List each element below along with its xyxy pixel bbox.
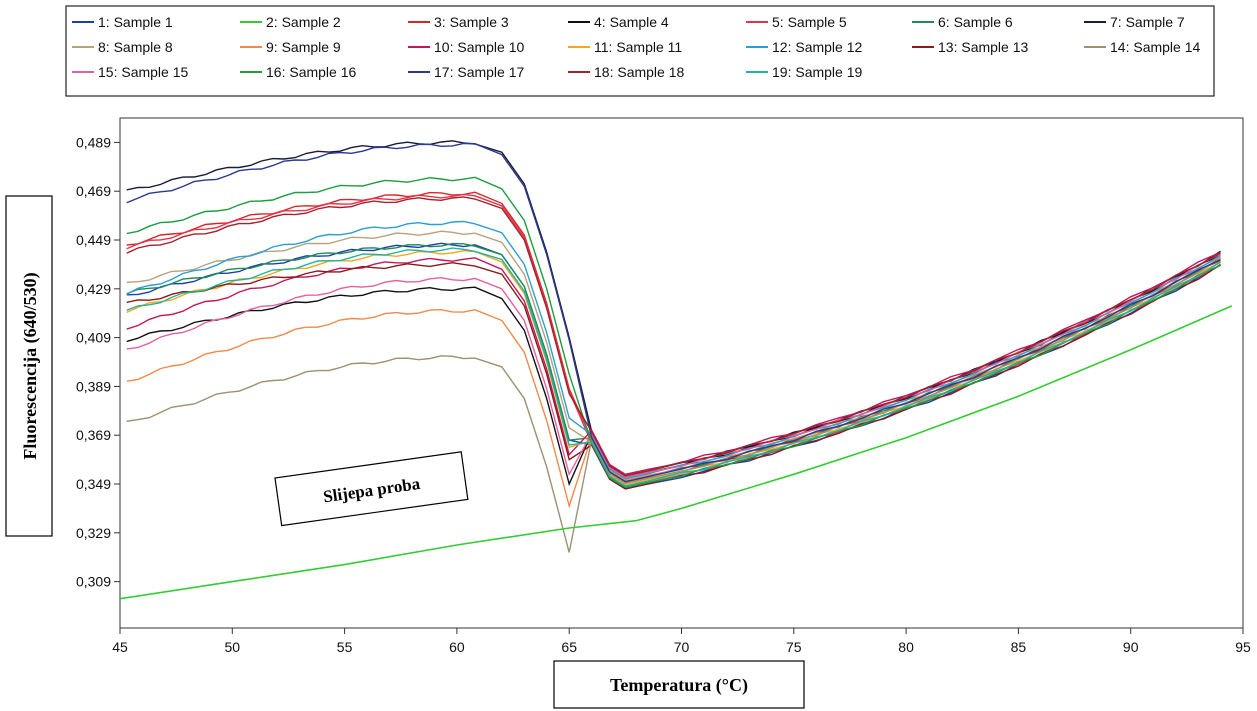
plot-border — [119, 117, 1244, 629]
series-line — [126, 220, 1221, 480]
x-tick-label: 50 — [225, 639, 241, 655]
series-line — [126, 176, 1221, 489]
series-line — [126, 256, 1221, 509]
y-axis-label: Fluorescencija (640/530) — [20, 272, 41, 459]
legend-entry: 18: Sample 18 — [594, 64, 684, 80]
legend: 1: Sample 1 2: Sample 2 3: Sample 3 4: Samp… — [65, 5, 1215, 97]
x-tick-label: 80 — [898, 639, 914, 655]
x-tick-label: 55 — [337, 639, 353, 655]
y-tick-label: 0,449 — [76, 232, 111, 248]
legend-entry: 16: Sample 16 — [266, 64, 356, 80]
y-tick-label: 0,469 — [76, 183, 111, 199]
series-line — [126, 247, 1221, 487]
series-line — [126, 191, 1221, 484]
x-tick-label: 45 — [112, 639, 128, 655]
legend-entry: 3: Sample 3 — [434, 14, 509, 30]
legend-entry: 1: Sample 1 — [98, 14, 173, 30]
legend-entry: 10: Sample 10 — [434, 39, 524, 55]
legend-entry: 7: Sample 7 — [1110, 14, 1185, 30]
x-tick-label: 70 — [674, 639, 690, 655]
x-tick-label: 75 — [786, 639, 802, 655]
series-line-blank — [119, 305, 1233, 600]
legend-entry: 8: Sample 8 — [98, 39, 173, 55]
x-axis-label: Temperatura (°C) — [610, 675, 748, 696]
y-tick-label: 0,369 — [76, 427, 111, 443]
x-tick-label: 95 — [1235, 639, 1251, 655]
legend-entry: 9: Sample 9 — [266, 39, 341, 55]
y-axis-label-box: Fluorescencija (640/530) — [5, 195, 53, 537]
legend-entry: 2: Sample 2 — [266, 14, 341, 30]
x-axis-label-box: Temperatura (°C) — [553, 660, 805, 709]
y-tick-label: 0,409 — [76, 330, 111, 346]
x-tick-label: 65 — [561, 639, 577, 655]
legend-entry: 12: Sample 12 — [772, 39, 862, 55]
legend-entry: 14: Sample 14 — [1110, 39, 1200, 55]
legend-entry: 17: Sample 17 — [434, 64, 524, 80]
y-tick-label: 0,329 — [76, 525, 111, 541]
legend-entry: 5: Sample 5 — [772, 14, 847, 30]
x-tick-label: 60 — [449, 639, 465, 655]
axis-ticks: 45 50 55 60 65 70 75 80 85 90 95 0,309 0,329 0,349 0,3… — [76, 134, 1251, 655]
series-line — [126, 253, 1221, 478]
series-line — [126, 142, 1221, 483]
x-tick-label: 85 — [1011, 639, 1027, 655]
series-line — [126, 196, 1221, 477]
y-tick-label: 0,389 — [76, 378, 111, 394]
legend-entry: 4: Sample 4 — [594, 14, 669, 30]
y-tick-label: 0,489 — [76, 134, 111, 150]
series-layer — [119, 140, 1233, 600]
legend-entry: 6: Sample 6 — [938, 14, 1013, 30]
y-tick-label: 0,349 — [76, 476, 111, 492]
legend-entry: 19: Sample 19 — [772, 64, 862, 80]
annotation-box: Slijepa proba — [274, 451, 469, 527]
legend-entry: 15: Sample 15 — [98, 64, 188, 80]
legend-entry: 13: Sample 13 — [938, 39, 1028, 55]
legend-entry: 11: Sample 11 — [594, 39, 682, 55]
y-tick-label: 0,429 — [76, 281, 111, 297]
x-tick-label: 90 — [1123, 639, 1139, 655]
y-tick-label: 0,309 — [76, 574, 111, 590]
plot-area — [119, 117, 1244, 629]
